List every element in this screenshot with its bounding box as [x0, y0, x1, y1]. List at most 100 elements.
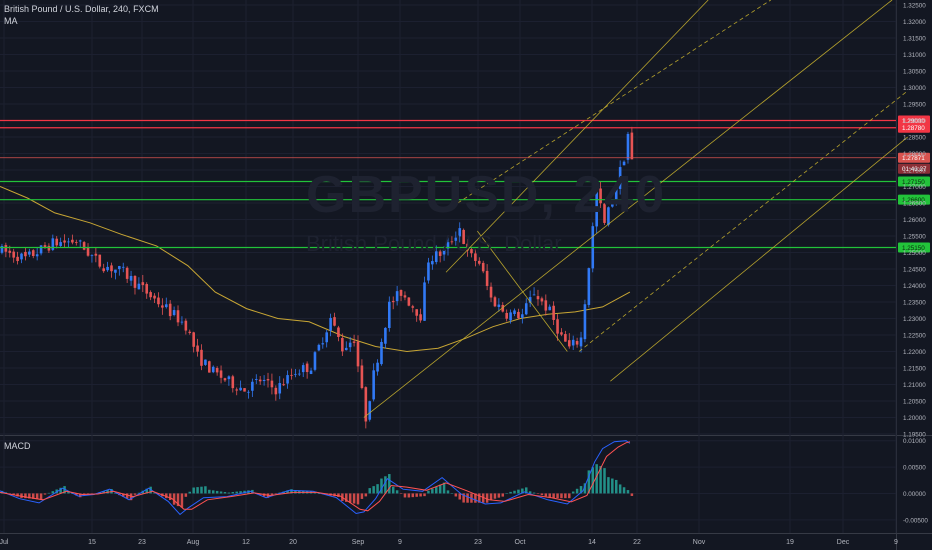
candle-body [521, 314, 524, 318]
candle-body [114, 269, 117, 273]
macd-histogram-bar [407, 493, 411, 498]
moving-average-layer [0, 186, 631, 353]
trend-channel-line[interactable] [363, 0, 893, 418]
trend-channel-line[interactable] [578, 90, 908, 352]
candle-body [294, 373, 297, 375]
macd-histogram-bar [102, 491, 105, 494]
macd-histogram-bar [603, 468, 606, 494]
candle-body [55, 238, 59, 246]
macd-histogram-bar [427, 490, 430, 494]
time-axis-label: 12 [242, 539, 250, 546]
candle-body [227, 376, 231, 380]
trend-channel-line[interactable] [457, 0, 772, 204]
candle-body [399, 289, 403, 296]
macd-histogram-bar [106, 490, 109, 494]
macd-histogram-bar [231, 492, 235, 494]
macd-histogram-bar [568, 493, 571, 499]
indicator-label[interactable]: MA [4, 16, 18, 26]
candle-body [274, 387, 278, 395]
candle-body [74, 242, 78, 243]
candle-body [31, 250, 35, 257]
candle-body [458, 228, 462, 237]
candle-body [43, 245, 47, 248]
candle-body [129, 275, 133, 281]
macd-label[interactable]: MACD [4, 441, 31, 451]
macd-histogram-bar [200, 486, 203, 494]
macd-histogram-bar [364, 493, 368, 497]
trend-channel-line[interactable] [445, 0, 709, 273]
candle-body [337, 327, 340, 337]
macd-histogram-bar [419, 493, 422, 497]
candle-body [587, 268, 591, 305]
candle-body [524, 303, 528, 315]
time-axis-label: 9 [894, 539, 898, 546]
candle-body [39, 245, 43, 254]
macd-histogram-bar [168, 493, 172, 501]
macd-histogram-bar [204, 486, 207, 494]
macd-histogram-bar [208, 489, 211, 494]
macd-histogram-bar [137, 492, 141, 494]
candle-body [611, 201, 614, 207]
candle-body [20, 253, 23, 260]
macd-histogram-bar [121, 493, 125, 497]
moving-average-line [0, 186, 631, 353]
macd-histogram-bar [274, 493, 278, 494]
trend-channel-line[interactable] [610, 136, 908, 382]
macd-histogram-bar [435, 486, 438, 494]
candle-body [352, 341, 356, 343]
candle-body [497, 304, 501, 307]
price-axis-label: 1.32000 [903, 19, 926, 26]
macd-histogram-bar [165, 493, 168, 499]
macd-histogram-bar [348, 493, 352, 503]
candle-body [622, 161, 626, 166]
candle-body [427, 262, 430, 281]
time-axis-label: 20 [289, 539, 297, 546]
candle-body [360, 365, 364, 389]
candle-body [419, 314, 422, 321]
price-level-tag-label: 1.26600 [902, 197, 925, 204]
macd-histogram-bar [376, 484, 379, 494]
candle-body [141, 282, 145, 286]
candle-body [145, 284, 149, 294]
candle-body [313, 352, 317, 370]
candle-body [82, 242, 86, 250]
macd-histogram-bar [16, 493, 19, 497]
macd-histogram-bar [564, 493, 567, 499]
price-axis-label: 1.24500 [903, 266, 926, 273]
candle-body [403, 295, 407, 298]
trend-channel-line[interactable] [477, 230, 568, 352]
candle-body [12, 251, 15, 258]
candle-body [583, 304, 587, 340]
price-level-tag-label: 1.28780 [902, 125, 925, 132]
macd-histogram-bar [399, 493, 403, 494]
candle-body [235, 389, 239, 391]
macd-histogram-bar [345, 493, 348, 502]
candle-body [567, 340, 571, 347]
macd-histogram-bar [544, 493, 548, 497]
candle-body [325, 332, 329, 343]
candle-body [172, 310, 176, 316]
candle-body [556, 319, 559, 334]
macd-histogram-bar [184, 493, 188, 497]
candle-body [8, 250, 12, 253]
candle-body [298, 373, 301, 375]
macd-histogram-bar [215, 490, 219, 494]
price-level-tag-label: 1.25150 [902, 245, 925, 252]
chart-title[interactable]: British Pound / U.S. Dollar, 240, FXCM [4, 4, 159, 14]
macd-histogram-bar [556, 493, 559, 499]
candle-body [47, 245, 51, 251]
macd-histogram-bar [485, 493, 489, 503]
time-axis-label: 22 [633, 539, 641, 546]
macd-histogram-bar [24, 493, 27, 499]
macd-histogram-bar [75, 493, 78, 496]
candle-body [341, 337, 344, 352]
macd-histogram-bar [192, 487, 195, 494]
candle-body [161, 305, 164, 308]
candle-body [528, 297, 532, 303]
candle-body [372, 370, 375, 400]
candle-body [493, 297, 497, 307]
candle-body [282, 384, 285, 386]
candle-body [184, 320, 188, 331]
macd-histogram-bar [180, 493, 184, 508]
price-axis-label: 1.30000 [903, 85, 926, 92]
